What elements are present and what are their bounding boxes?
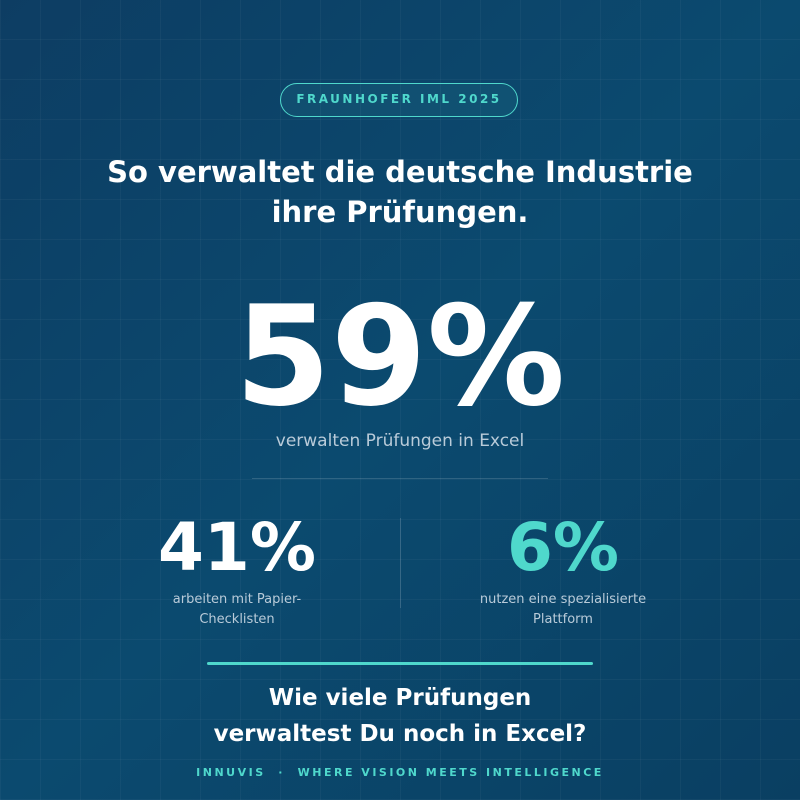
stat-caption: nutzen eine spezialisierte Plattform [413,590,713,630]
stat: 6% nutzen eine spezialisierte Plattform [413,510,713,630]
divider [400,518,401,608]
footer: INNUVIS · WHERE VISION MEETS INTELLIGENC… [196,766,604,779]
question: Wie viele Prüfungen verwaltest Du noch i… [0,680,800,752]
caption-line: Checklisten [199,612,275,627]
caption-line: arbeiten mit Papier- [172,592,302,607]
stat: 41% arbeiten mit Papier- Checklisten [87,510,387,630]
main-caption: verwalten Prüfungen in Excel [275,431,525,451]
badge: FRAUNHOFER IML 2025 [280,83,518,117]
divider [252,478,548,479]
question-line: verwaltest Du noch in Excel? [213,721,587,747]
caption-line: nutzen eine spezialisierte [479,592,647,607]
caption-line: Plattform [533,612,593,627]
headline-line: ihre Prüfungen. [271,195,529,229]
stat-value: 41% [158,509,316,586]
headline-line: So verwaltet die deutsche Industrie [107,155,693,189]
accent-bar [207,662,593,665]
main-stat: 59% [234,276,566,437]
stat-caption: arbeiten mit Papier- Checklisten [87,590,387,630]
headline: So verwaltet die deutsche Industrie ihre… [0,152,800,232]
stat-value: 6% [506,509,620,586]
question-line: Wie viele Prüfungen [268,685,532,711]
